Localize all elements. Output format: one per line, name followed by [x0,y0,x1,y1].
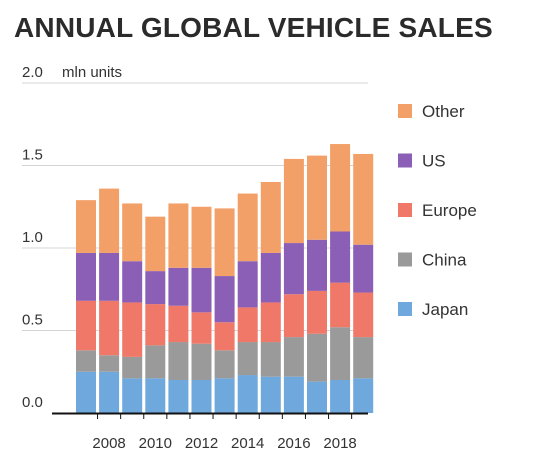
bar-segment-us-2012 [191,267,212,313]
bar-segment-europe-2017 [307,290,327,334]
bar-segment-japan-2014 [237,375,258,413]
bar-segment-japan-2007 [76,371,96,413]
bar-segment-other-2016 [283,158,304,244]
bar-segment-other-2012 [191,206,212,268]
bar-segment-china-2016 [283,337,304,377]
bar-segment-japan-2015 [260,376,281,413]
legend-swatch-other [398,104,412,118]
bar-segment-us-2011 [168,267,189,306]
legend-swatch-us [398,153,412,168]
y-tick-label: 0.0 [22,394,43,411]
x-tick-label: 2018 [323,435,356,452]
bar-segment-other-2014 [237,193,258,262]
legend-swatch-japan [398,302,412,316]
bar-segment-japan-2016 [283,376,304,413]
bar-segment-europe-2013 [214,322,235,351]
bars [76,144,374,413]
chart-title: ANNUAL GLOBAL VEHICLE SALES [14,12,493,43]
bar-segment-china-2018 [330,327,351,380]
bar-segment-us-2017 [307,239,327,291]
y-tick-label: 1.5 [22,147,43,164]
bar-segment-us-2014 [237,261,258,308]
bar-segment-us-2008 [99,252,120,301]
bar-segment-europe-2009 [122,302,143,357]
bar-segment-europe-2019 [353,292,374,338]
legend-label-europe: Europe [422,201,477,220]
bar-segment-europe-2012 [191,312,212,344]
bar-segment-china-2015 [260,342,281,377]
bar-segment-japan-2009 [122,378,143,413]
bar-segment-us-2018 [330,231,351,283]
x-tick-label: 2014 [231,435,264,452]
bar-segment-europe-2010 [145,304,166,346]
bar-segment-us-2007 [76,252,96,301]
bar-segment-other-2008 [99,188,120,253]
bar-segment-china-2019 [353,337,374,379]
legend-label-us: US [422,152,446,171]
y-tick-label: 0.5 [22,312,43,329]
bar-segment-japan-2017 [307,381,327,413]
bar-segment-china-2008 [99,355,120,372]
bar-segment-other-2018 [330,144,351,232]
bar-segment-china-2012 [191,343,212,380]
x-tick-label: 2010 [139,435,172,452]
bar-segment-us-2016 [283,243,304,295]
bar-segment-china-2009 [122,356,143,379]
bar-segment-other-2009 [122,203,143,262]
bar-segment-japan-2018 [330,380,351,413]
bar-segment-europe-2015 [260,302,281,343]
bar-segment-other-2015 [260,182,281,253]
bar-segment-europe-2008 [99,300,120,356]
legend-label-china: China [422,251,467,270]
bar-segment-china-2007 [76,350,96,372]
bar-segment-other-2010 [145,216,166,272]
bar-segment-other-2019 [353,153,374,245]
y-tick-label: 2.0 [22,64,43,81]
bar-segment-europe-2014 [237,307,258,343]
bar-segment-other-2017 [307,155,327,240]
x-tick-label: 2012 [185,435,218,452]
bar-segment-us-2019 [353,244,374,293]
bar-segment-china-2013 [214,350,235,379]
bar-segment-japan-2019 [353,378,374,413]
bar-segment-japan-2013 [214,378,235,413]
legend-swatch-europe [398,203,412,217]
legend-label-japan: Japan [422,300,468,319]
bar-segment-china-2017 [307,333,327,382]
bar-segment-us-2015 [260,252,281,303]
bar-segment-other-2011 [168,203,189,268]
bar-segment-japan-2011 [168,380,189,413]
bar-segment-japan-2012 [191,380,212,413]
bar-segment-japan-2010 [145,378,166,413]
y-tick-label: 1.0 [22,229,43,246]
x-axis: 2008 2010 2012 2014 2016 2018 [52,412,368,452]
legend-swatch-china [398,252,412,267]
bar-segment-europe-2016 [283,294,304,338]
bar-segment-europe-2011 [168,305,189,343]
bar-segment-us-2010 [145,271,166,305]
legend: Other US Europe China Japan [398,102,477,319]
bar-segment-china-2010 [145,345,166,379]
bar-segment-china-2014 [237,342,258,376]
bar-segment-us-2013 [214,276,235,323]
bar-segment-other-2007 [76,200,96,253]
bar-segment-europe-2018 [330,282,351,328]
bar-segment-china-2011 [168,342,189,380]
y-axis: 0.0 0.5 1.0 1.5 2.0 mln units [22,64,122,411]
x-tick-label: 2016 [277,435,310,452]
bar-segment-other-2013 [214,208,235,277]
bar-segment-japan-2008 [99,371,120,413]
bar-segment-us-2009 [122,261,143,303]
bar-segment-europe-2007 [76,300,96,351]
legend-label-other: Other [422,102,465,121]
x-tick-label: 2008 [92,435,125,452]
y-axis-unit-label: mln units [62,64,122,81]
